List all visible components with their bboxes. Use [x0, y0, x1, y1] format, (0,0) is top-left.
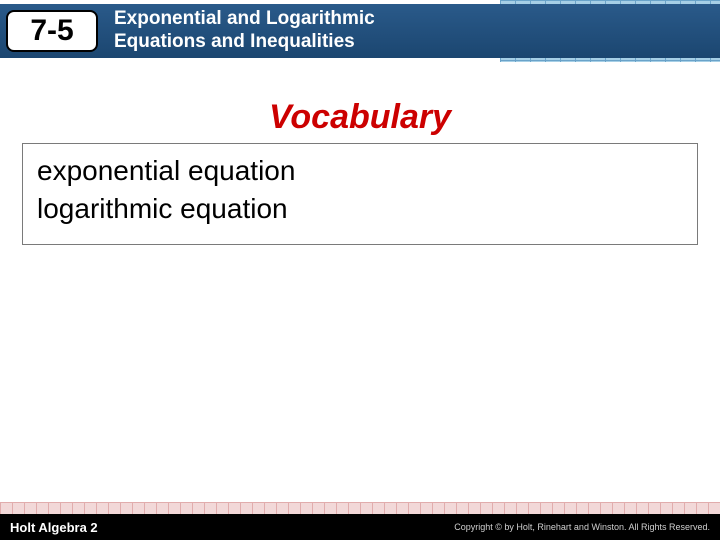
vocabulary-box: exponential equation logarithmic equatio…: [22, 143, 698, 245]
section-number-box: 7-5: [6, 10, 98, 52]
footer-book-title: Holt Algebra 2: [10, 520, 98, 535]
vocabulary-heading: Vocabulary: [0, 98, 720, 137]
slide-header: 7-5 Exponential and Logarithmic Equation…: [0, 0, 720, 62]
header-title: Exponential and Logarithmic Equations an…: [114, 8, 375, 54]
vocabulary-item: exponential equation: [37, 152, 683, 190]
header-bar: 7-5 Exponential and Logarithmic Equation…: [0, 4, 720, 58]
vocabulary-item: logarithmic equation: [37, 190, 683, 228]
section-number: 7-5: [30, 14, 73, 47]
footer-copyright: Copyright © by Holt, Rinehart and Winsto…: [454, 522, 710, 532]
header-title-line2: Equations and Inequalities: [114, 31, 375, 54]
header-title-line1: Exponential and Logarithmic: [114, 8, 375, 31]
slide-footer: Holt Algebra 2 Copyright © by Holt, Rine…: [0, 514, 720, 540]
footer-grid-decoration: [0, 502, 720, 514]
